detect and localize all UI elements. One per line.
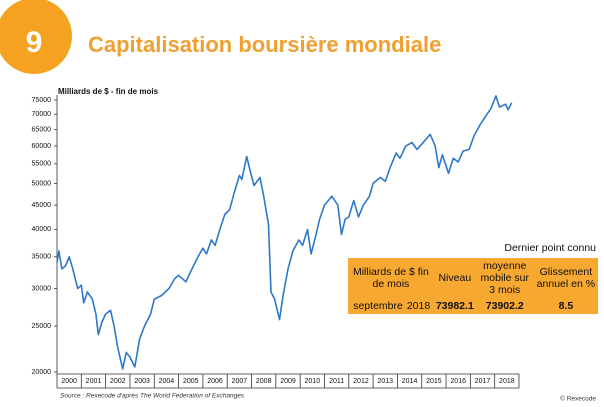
x-tick-label: 2018 bbox=[499, 378, 515, 385]
copyright: © Rexecode bbox=[560, 395, 596, 403]
badge-circle bbox=[0, 0, 72, 74]
x-tick-label: 2010 bbox=[305, 378, 321, 385]
x-tick-label: 2002 bbox=[110, 378, 126, 385]
chart-title: Capitalisation boursière mondiale bbox=[88, 32, 441, 57]
table-cell: 2018 bbox=[406, 300, 431, 312]
table-header: Glissement annuel en % bbox=[536, 266, 596, 290]
x-tick-label: 2016 bbox=[450, 378, 466, 385]
table-header: Milliards de $ fin de mois bbox=[352, 266, 429, 290]
x-tick-label: 2015 bbox=[426, 378, 442, 385]
table-header: Niveau bbox=[438, 272, 472, 284]
y-tick-label: 45000 bbox=[32, 202, 52, 209]
x-tick-label: 2001 bbox=[86, 378, 102, 385]
y-tick-label: 40000 bbox=[32, 226, 52, 233]
y-tick-label: 20000 bbox=[32, 369, 52, 376]
x-tick-label: 2005 bbox=[183, 378, 199, 385]
table-caption: Dernier point connu bbox=[504, 242, 596, 254]
x-tick-label: 2006 bbox=[207, 378, 223, 385]
x-tick-label: 2013 bbox=[377, 378, 393, 385]
x-tick-label: 2017 bbox=[475, 378, 491, 385]
y-tick-label: 60000 bbox=[32, 143, 52, 150]
table-cell: 73982.1 bbox=[435, 300, 474, 312]
y-tick-label: 30000 bbox=[32, 285, 52, 292]
y-tick-label: 50000 bbox=[32, 180, 52, 187]
table-cell: septembre bbox=[353, 300, 403, 312]
x-tick-label: 2012 bbox=[353, 378, 369, 385]
y-tick-label: 55000 bbox=[32, 161, 52, 168]
x-tick-label: 2011 bbox=[329, 378, 344, 385]
x-tick-label: 2007 bbox=[232, 378, 248, 385]
x-tick-label: 2003 bbox=[134, 378, 150, 385]
table-cell: 8.5 bbox=[558, 300, 574, 312]
y-tick-label: 65000 bbox=[32, 126, 52, 133]
y-tick-label: 70000 bbox=[32, 111, 52, 118]
source: Source : Rexecode d'après The World Fede… bbox=[60, 393, 245, 400]
y-tick-label: 75000 bbox=[32, 97, 52, 104]
line bbox=[56, 95, 513, 370]
x-tick-label: 2009 bbox=[280, 378, 296, 385]
y-tick-label: 35000 bbox=[32, 254, 52, 261]
y-axis-label: Milliards de $ - fin de mois bbox=[58, 87, 159, 96]
table-cell: 73902.2 bbox=[485, 300, 524, 312]
table: Milliards de $ fin de mois Niveau moyenn… bbox=[348, 258, 598, 314]
x-tick-label: 2008 bbox=[256, 378, 272, 385]
badge: 9 bbox=[26, 26, 43, 59]
x-tick-label: 2004 bbox=[159, 378, 175, 385]
x-tick-label: 2014 bbox=[402, 378, 418, 385]
x-tick-label: 2000 bbox=[61, 378, 77, 385]
table-header: moyenne mobile sur 3 mois bbox=[480, 260, 529, 296]
y-tick-label: 25000 bbox=[32, 323, 52, 330]
